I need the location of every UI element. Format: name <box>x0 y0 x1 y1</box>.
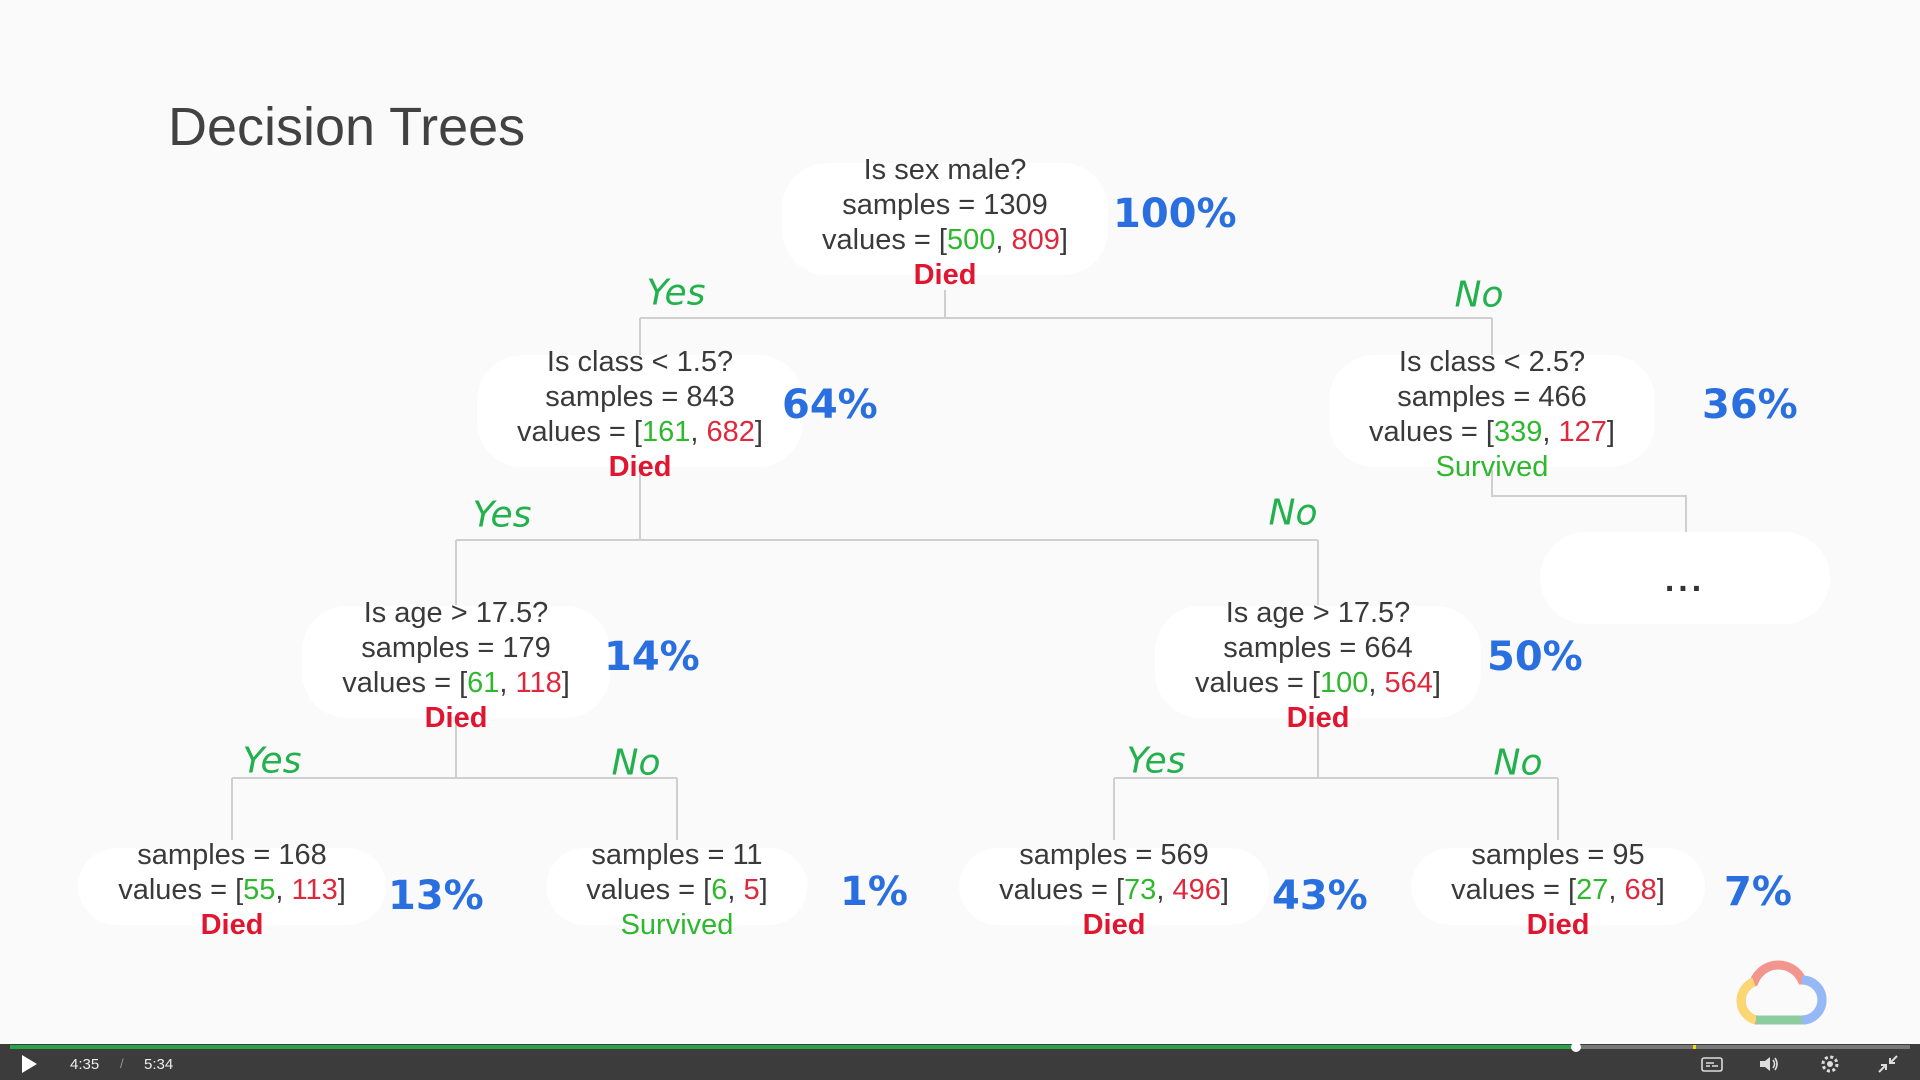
tree-node-left-left: Is age > 17.5? samples = 179 values = [6… <box>302 596 610 736</box>
edge-ll <box>232 720 677 779</box>
edge-root <box>640 290 1492 319</box>
percent-left-left: 14% <box>604 634 700 680</box>
node-samples: samples = 11 <box>591 839 763 871</box>
slide-title: Decision Trees <box>168 97 526 157</box>
edge-lr <box>1114 720 1558 779</box>
node-verdict: Died <box>1526 909 1590 941</box>
node-samples: samples = 664 <box>1223 632 1413 664</box>
percent-right: 36% <box>1702 382 1798 428</box>
node-samples: samples = 168 <box>137 839 327 871</box>
node-samples: samples = 95 <box>1471 839 1645 871</box>
exit-fullscreen-icon[interactable] <box>1876 1053 1900 1075</box>
node-verdict: Died <box>424 702 488 734</box>
edge-right-more <box>1491 470 1687 532</box>
edge-left <box>456 470 1318 541</box>
more-ellipsis: ... <box>1664 561 1706 599</box>
percent-leaf-1: 13% <box>388 873 484 919</box>
node-question: Is age > 17.5? <box>1225 597 1411 629</box>
percent-left-right: 50% <box>1487 634 1583 680</box>
tree-leaf-1: samples = 168 values = [55, 113] Died <box>78 838 386 943</box>
node-values: values = [161, 682] <box>517 416 763 448</box>
node-verdict: Survived <box>620 909 734 941</box>
branch-yes-lr: Yes <box>1126 740 1186 782</box>
node-samples: samples = 1309 <box>842 189 1048 221</box>
node-values: values = [55, 113] <box>118 874 346 906</box>
tree-edges <box>231 290 1687 840</box>
branch-no-root: No <box>1454 274 1504 316</box>
branch-no-lr: No <box>1493 742 1543 784</box>
node-verdict: Died <box>913 259 977 291</box>
video-player-bar <box>0 1044 1920 1080</box>
percent-left: 64% <box>782 382 878 428</box>
time-separator: / <box>120 1056 124 1071</box>
tree-node-right: Is class < 2.5? samples = 466 values = [… <box>1329 345 1655 485</box>
settings-icon[interactable] <box>1818 1053 1842 1075</box>
node-verdict: Died <box>200 909 264 941</box>
branch-no-left: No <box>1268 492 1318 534</box>
node-values: values = [6, 5] <box>586 874 768 906</box>
cloud-logo-icon <box>1736 960 1827 1025</box>
slide: Decision Trees Is sex male? samples = 13… <box>78 97 1830 1025</box>
node-samples: samples = 843 <box>545 381 735 413</box>
captions-icon[interactable] <box>1700 1053 1724 1075</box>
node-values: values = [73, 496] <box>999 874 1229 906</box>
percent-leaf-2: 1% <box>840 869 908 915</box>
progress-handle[interactable] <box>1570 1042 1581 1052</box>
branch-yes-left: Yes <box>472 494 532 536</box>
node-question: Is class < 2.5? <box>1398 346 1586 378</box>
percent-leaf-4: 7% <box>1724 869 1792 915</box>
node-values: values = [61, 118] <box>342 667 570 699</box>
node-samples: samples = 466 <box>1397 381 1587 413</box>
node-values: values = [27, 68] <box>1451 874 1665 906</box>
node-values: values = [339, 127] <box>1369 416 1615 448</box>
node-verdict: Survived <box>1435 451 1549 483</box>
current-time: 4:35 <box>70 1056 100 1073</box>
tree-node-root: Is sex male? samples = 1309 values = [50… <box>782 153 1108 293</box>
play-icon[interactable] <box>18 1053 40 1075</box>
node-samples: samples = 179 <box>361 632 551 664</box>
volume-icon[interactable] <box>1757 1053 1781 1075</box>
node-question: Is age > 17.5? <box>363 597 549 629</box>
node-verdict: Died <box>1082 909 1146 941</box>
branch-no-ll: No <box>611 742 661 784</box>
percent-leaf-3: 43% <box>1272 873 1368 919</box>
percent-root: 100% <box>1113 191 1237 237</box>
node-values: values = [100, 564] <box>1195 667 1441 699</box>
duration: 5:34 <box>144 1056 174 1073</box>
branch-yes-ll: Yes <box>242 740 302 782</box>
tree-leaf-3: samples = 569 values = [73, 496] Died <box>959 838 1269 943</box>
progress-bar[interactable] <box>10 1042 1910 1052</box>
node-samples: samples = 569 <box>1019 839 1209 871</box>
node-verdict: Died <box>608 451 672 483</box>
node-values: values = [500, 809] <box>822 224 1068 256</box>
tree-leaf-4: samples = 95 values = [27, 68] Died <box>1411 838 1705 943</box>
node-verdict: Died <box>1286 702 1350 734</box>
branch-yes-root: Yes <box>646 272 706 314</box>
tree-node-left: Is class < 1.5? samples = 843 values = [… <box>477 345 803 485</box>
more-node <box>1540 532 1830 624</box>
progress-fill <box>10 1045 1576 1049</box>
tree-leaf-2: samples = 11 values = [6, 5] Survived <box>546 838 808 943</box>
node-question: Is class < 1.5? <box>546 346 734 378</box>
tree-node-left-right: Is age > 17.5? samples = 664 values = [1… <box>1155 596 1481 736</box>
progress-marker <box>1693 1045 1697 1049</box>
node-question: Is sex male? <box>863 154 1027 186</box>
